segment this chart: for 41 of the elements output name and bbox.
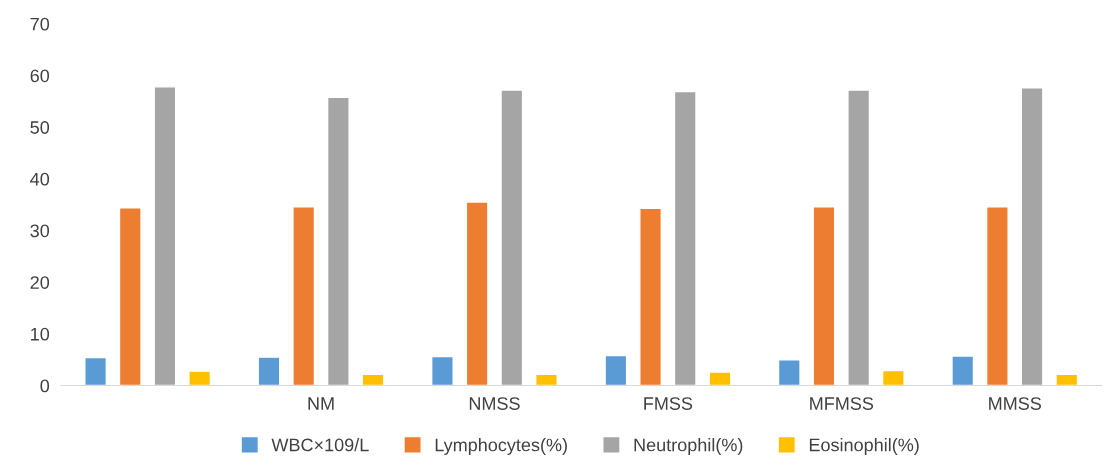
y-tick-label: 30 bbox=[30, 224, 50, 238]
bar bbox=[257, 356, 281, 386]
y-tick-label: 60 bbox=[30, 69, 50, 83]
bar bbox=[673, 90, 697, 386]
y-tick-label: 0 bbox=[40, 379, 50, 393]
x-tick-label: FMSS bbox=[644, 397, 693, 410]
bar bbox=[604, 354, 628, 386]
legend-label: Neutrophil(%) bbox=[634, 438, 743, 455]
bar bbox=[985, 206, 1009, 386]
legend-label: Lymphocytes(%) bbox=[435, 438, 567, 455]
x-tick-label: MFMSS bbox=[810, 397, 874, 410]
y-tick-label: 70 bbox=[30, 17, 50, 31]
bar bbox=[847, 89, 871, 386]
x-tick-label: NMSS bbox=[469, 397, 520, 410]
bar bbox=[292, 206, 316, 386]
bar bbox=[465, 201, 489, 386]
bar bbox=[535, 373, 558, 386]
bar bbox=[430, 355, 454, 386]
legend-label: WBC×109/L bbox=[271, 438, 369, 452]
bar bbox=[361, 373, 385, 386]
bar bbox=[777, 359, 801, 386]
y-tick-label: 40 bbox=[30, 172, 50, 186]
bar bbox=[639, 207, 662, 386]
bar bbox=[188, 370, 212, 386]
y-tick-label: 10 bbox=[31, 327, 50, 341]
bar bbox=[326, 96, 350, 386]
bar bbox=[1020, 87, 1044, 386]
bar bbox=[1055, 373, 1079, 386]
bar bbox=[708, 371, 732, 386]
bar bbox=[153, 86, 177, 386]
y-tick-label: 50 bbox=[30, 121, 50, 134]
x-tick-label: NM bbox=[308, 397, 334, 410]
bar bbox=[118, 207, 142, 386]
bar bbox=[500, 89, 524, 386]
bar bbox=[84, 356, 108, 386]
x-tick-label: MMSS bbox=[989, 397, 1041, 410]
legend-label: Eosinophil(%) bbox=[809, 438, 919, 455]
y-tick-label: 20 bbox=[30, 276, 50, 289]
bar bbox=[881, 369, 905, 386]
bar bbox=[951, 355, 975, 386]
bar bbox=[812, 206, 836, 386]
